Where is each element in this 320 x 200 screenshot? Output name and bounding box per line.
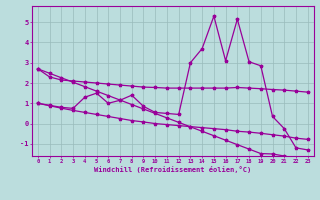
X-axis label: Windchill (Refroidissement éolien,°C): Windchill (Refroidissement éolien,°C) xyxy=(94,166,252,173)
